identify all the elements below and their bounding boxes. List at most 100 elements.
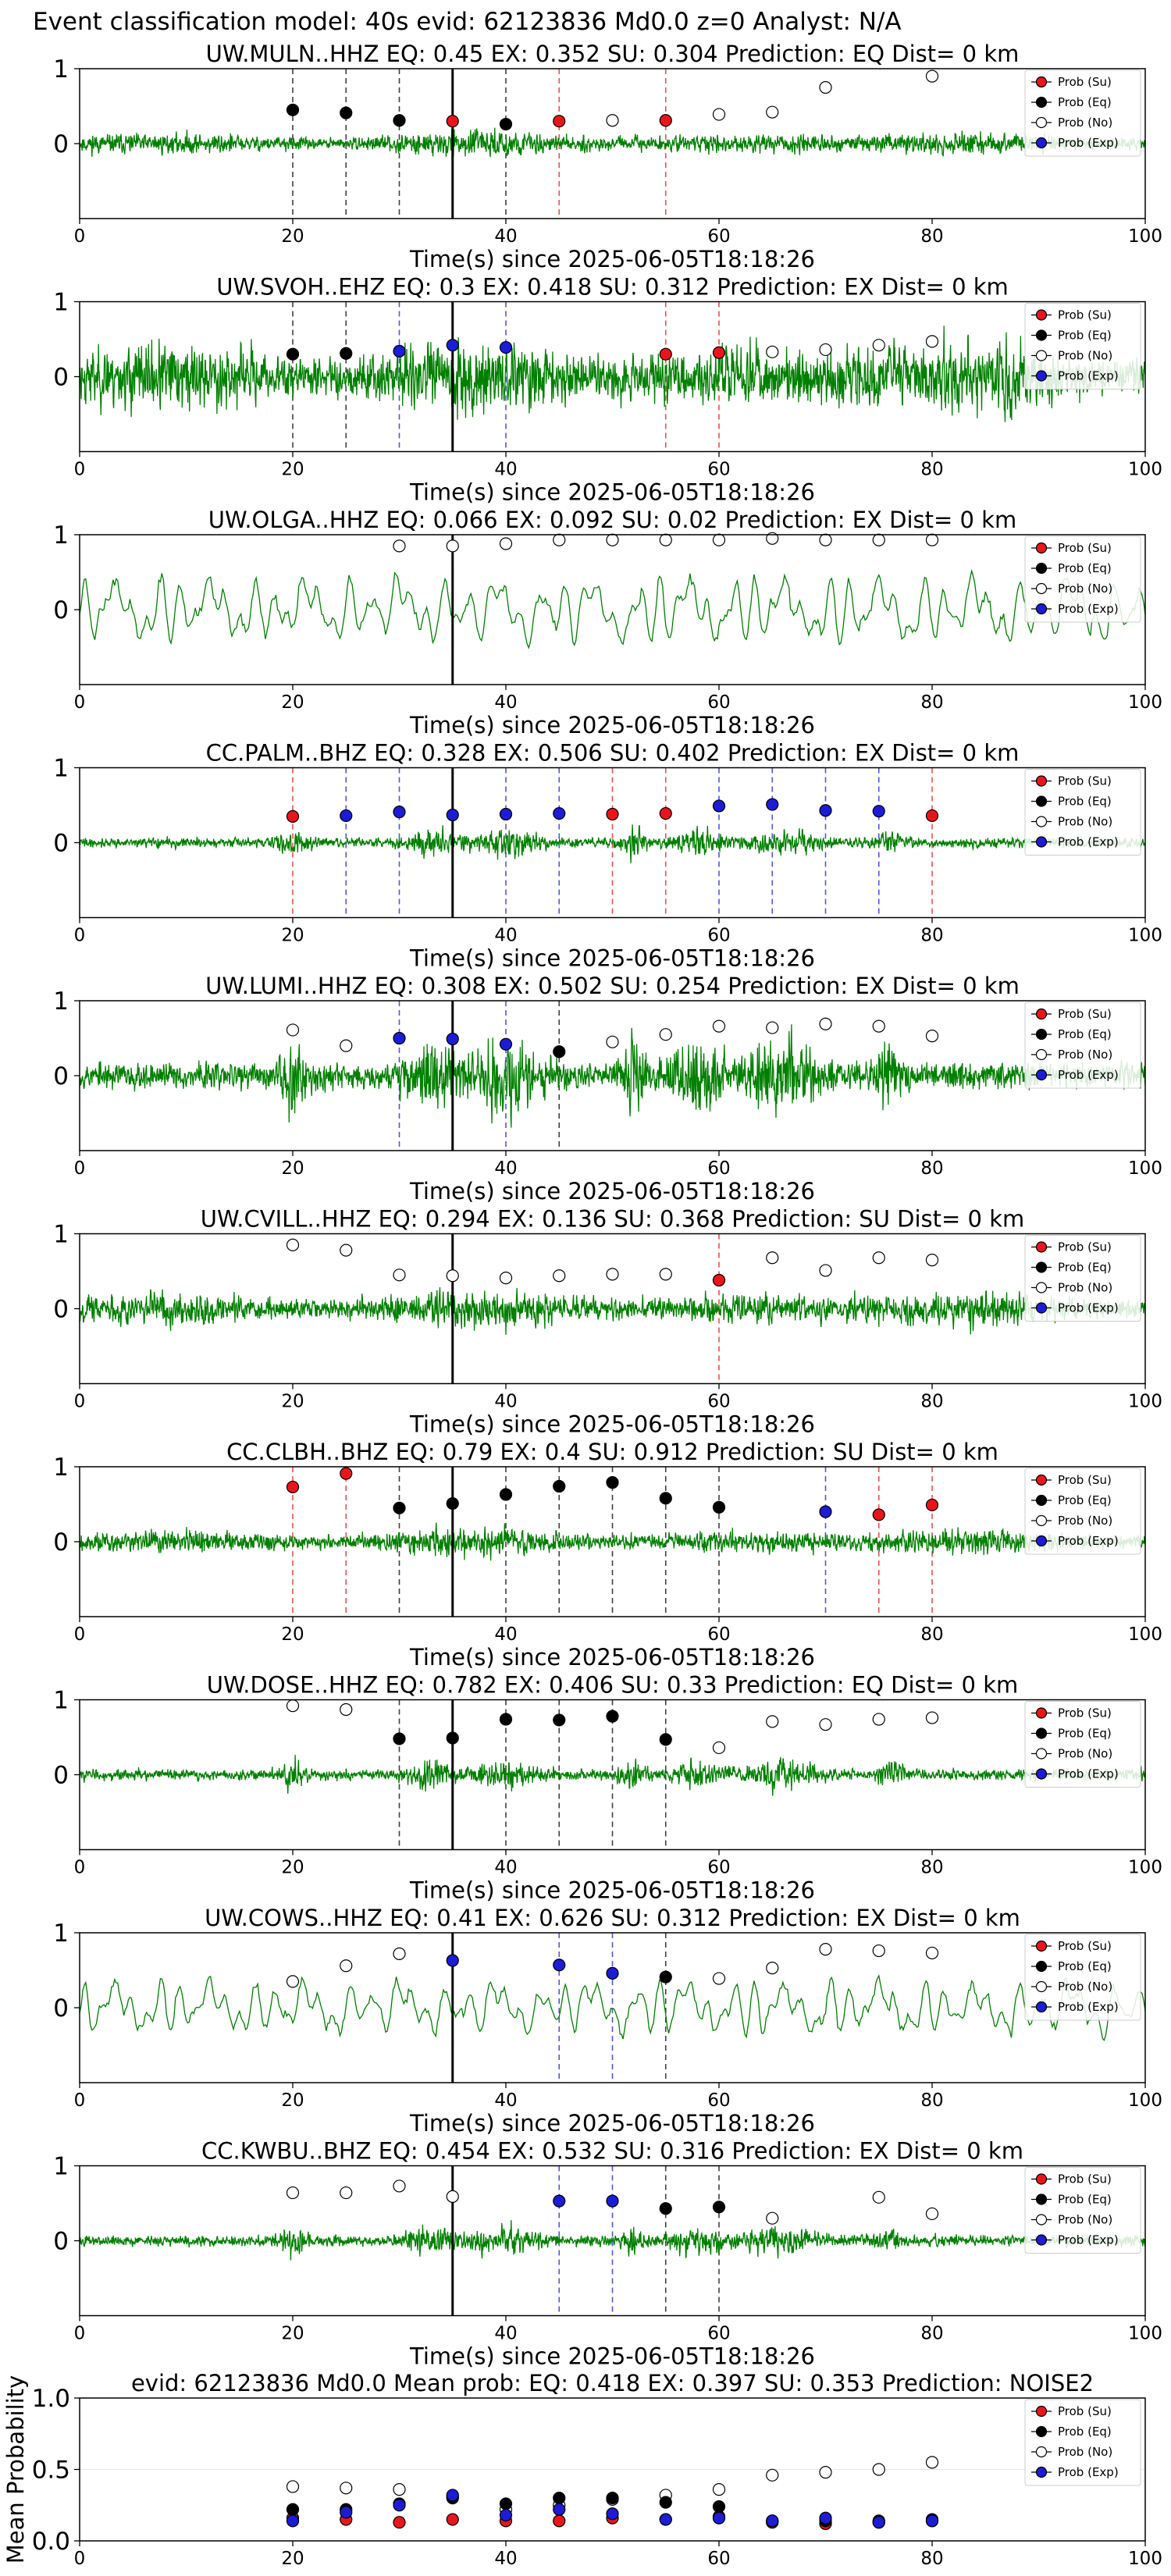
panel-title: UW.LUMI..HHZ EQ: 0.308 EX: 0.502 SU: 0.2… bbox=[205, 973, 1020, 999]
prob-point-no bbox=[819, 1718, 832, 1731]
x-tick-label: 0 bbox=[74, 460, 86, 480]
prob-point-su bbox=[712, 1273, 726, 1287]
x-axis-label: Time(s) since 2025-06-05T18:18:26 bbox=[409, 246, 815, 272]
y-tick-label: 1 bbox=[53, 1687, 69, 1715]
mean-point-no bbox=[286, 2480, 300, 2493]
station-panel-10: CC.KWBU..BHZ EQ: 0.454 EX: 0.532 SU: 0.3… bbox=[53, 2138, 1162, 2370]
x-tick-label: 60 bbox=[707, 2324, 730, 2344]
x-tick-label: 20 bbox=[281, 1858, 304, 1878]
legend-marker-exp bbox=[1035, 1302, 1048, 1314]
prob-point-no bbox=[925, 1946, 939, 1960]
y-tick-label: 0 bbox=[53, 830, 69, 858]
station-panel-7: CC.CLBH..BHZ EQ: 0.79 EX: 0.4 SU: 0.912 … bbox=[53, 1439, 1162, 1670]
prob-point-no bbox=[712, 108, 726, 121]
x-tick-label: 0 bbox=[74, 226, 86, 247]
legend-marker-su bbox=[1035, 1940, 1048, 1952]
panel-title: CC.CLBH..BHZ EQ: 0.79 EX: 0.4 SU: 0.912 … bbox=[226, 1439, 998, 1465]
prob-point-su bbox=[446, 115, 459, 128]
panel-title: CC.PALM..BHZ EQ: 0.328 EX: 0.506 SU: 0.4… bbox=[206, 740, 1020, 767]
legend-label-eq: Prob (Eq) bbox=[1058, 1959, 1112, 1973]
prob-point-eq bbox=[393, 1501, 406, 1514]
x-axis-label: Time(s) since 2025-06-05T18:18:26 bbox=[409, 1178, 815, 1204]
station-panel-6: UW.CVILL..HHZ EQ: 0.294 EX: 0.136 SU: 0.… bbox=[53, 1206, 1162, 1438]
mean-point-no bbox=[872, 2463, 885, 2476]
station-panel-1: UW.MULN..HHZ EQ: 0.45 EX: 0.352 SU: 0.30… bbox=[53, 41, 1162, 272]
y-tick-label: 0 bbox=[53, 1062, 69, 1091]
x-tick-label: 40 bbox=[494, 226, 517, 247]
legend-label-exp: Prob (Exp) bbox=[1058, 1534, 1119, 1548]
prob-point-eq bbox=[712, 1500, 726, 1514]
prob-point-no bbox=[712, 533, 726, 546]
x-tick-label: 0 bbox=[74, 1158, 86, 1179]
y-tick-label: 0 bbox=[53, 596, 69, 624]
x-tick-label: 0 bbox=[74, 692, 86, 713]
x-tick-label: 0 bbox=[74, 2090, 86, 2111]
prob-point-exp bbox=[553, 1959, 566, 1972]
legend-marker-eq bbox=[1035, 1261, 1048, 1273]
y-tick-label: 0 bbox=[53, 1528, 69, 1557]
prob-point-no bbox=[340, 1959, 353, 1973]
prob-point-no bbox=[925, 1030, 939, 1043]
prob-point-no bbox=[766, 1715, 779, 1728]
mean-point-exp bbox=[499, 2508, 513, 2522]
legend-marker-exp bbox=[1035, 603, 1048, 615]
y-tick-label: 1 bbox=[53, 521, 69, 550]
x-tick-label: 60 bbox=[707, 692, 730, 713]
x-tick-label: 40 bbox=[494, 692, 517, 713]
x-axis-label: Time(s) since 2025-06-05T18:18:26 bbox=[409, 2343, 815, 2370]
legend-marker-exp bbox=[1035, 1768, 1048, 1780]
mean-point-exp bbox=[819, 2511, 832, 2524]
prob-point-exp bbox=[446, 1032, 459, 1046]
legend-label-su: Prob (Su) bbox=[1058, 1939, 1112, 1953]
x-tick-label: 20 bbox=[281, 926, 304, 946]
mean-point-no bbox=[766, 2468, 779, 2482]
legend-label-su: Prob (Su) bbox=[1058, 2404, 1112, 2418]
y-tick-label: 0 bbox=[53, 1994, 69, 2023]
x-tick-label: 20 bbox=[281, 460, 304, 480]
prob-point-no bbox=[872, 2190, 885, 2204]
legend-label-eq: Prob (Eq) bbox=[1058, 2425, 1112, 2439]
legend-marker-eq bbox=[1035, 1028, 1048, 1041]
prob-point-eq bbox=[553, 1045, 566, 1059]
prob-point-no bbox=[340, 1244, 353, 1257]
prob-point-no bbox=[286, 1975, 300, 1988]
mean-point-su bbox=[393, 2516, 406, 2529]
prob-point-exp bbox=[446, 808, 459, 822]
prob-point-eq bbox=[659, 1970, 672, 1984]
y-tick-label: 1 bbox=[53, 755, 69, 783]
x-tick-label: 60 bbox=[707, 1158, 730, 1179]
x-tick-label: 20 bbox=[281, 2090, 304, 2111]
legend-box bbox=[1024, 1468, 1141, 1555]
prob-point-no bbox=[659, 1028, 672, 1041]
legend-marker-no bbox=[1035, 1514, 1048, 1527]
mean-point-exp bbox=[712, 2511, 726, 2524]
legend-marker-exp bbox=[1035, 2466, 1048, 2478]
legend-label-su: Prob (Su) bbox=[1058, 774, 1112, 788]
mean-point-eq bbox=[606, 2492, 619, 2505]
legend-label-eq: Prob (Eq) bbox=[1058, 795, 1112, 809]
legend-label-no: Prob (No) bbox=[1058, 1281, 1112, 1295]
prob-point-exp bbox=[499, 340, 513, 354]
mean-point-su bbox=[446, 2513, 459, 2526]
legend-marker-eq bbox=[1035, 1494, 1048, 1507]
mean-point-no bbox=[712, 2483, 726, 2496]
x-tick-label: 40 bbox=[494, 926, 517, 946]
prob-point-eq bbox=[499, 117, 513, 131]
prob-point-su bbox=[553, 115, 566, 128]
y-tick-label: 0 bbox=[53, 1296, 69, 1324]
prob-point-no bbox=[925, 335, 939, 348]
panel-title: UW.CVILL..HHZ EQ: 0.294 EX: 0.136 SU: 0.… bbox=[201, 1206, 1025, 1233]
legend-marker-exp bbox=[1035, 836, 1048, 848]
prob-point-no bbox=[606, 114, 619, 127]
x-tick-label: 100 bbox=[1128, 2324, 1162, 2344]
prob-point-exp bbox=[446, 1954, 459, 1967]
prob-point-su bbox=[659, 806, 672, 820]
legend-label-eq: Prob (Eq) bbox=[1058, 95, 1112, 109]
legend-label-exp: Prob (Exp) bbox=[1058, 1068, 1119, 1082]
panel-title: UW.OLGA..HHZ EQ: 0.066 EX: 0.092 SU: 0.0… bbox=[208, 507, 1016, 533]
legend-box bbox=[1024, 1235, 1141, 1322]
x-tick-label: 100 bbox=[1128, 1392, 1162, 1412]
prob-point-no bbox=[286, 1699, 300, 1713]
y-axis-label: Mean Probability bbox=[2, 2375, 29, 2564]
legend-box bbox=[1024, 2399, 1141, 2486]
